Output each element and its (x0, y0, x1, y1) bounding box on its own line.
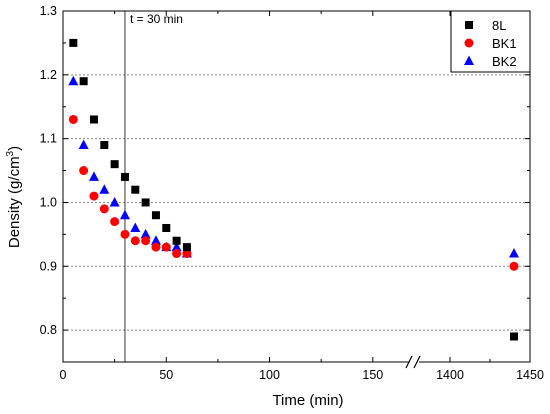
data-point-8l (89, 115, 98, 124)
data-point-bk2 (109, 196, 120, 207)
axis-break-slash (413, 355, 421, 369)
axis-ticks: 0.8 0.9 1.0 1.1 1.2 1.3 0 50 100 150 1400 1450 (40, 4, 544, 382)
data-point-8l (100, 141, 109, 150)
legend-label-bk2: BK2 (492, 54, 517, 69)
y-tick-label: 1.3 (40, 4, 57, 18)
data-point-bk2 (88, 171, 99, 181)
data-point-bk1 (151, 242, 161, 252)
y-tick-label: 1.2 (40, 68, 57, 82)
legend-marker-8l (465, 21, 473, 29)
y-tick-label: 1.1 (40, 132, 57, 146)
legend-label-bk1: BK1 (492, 36, 517, 51)
data-point-bk1 (110, 217, 120, 227)
plot-marks (68, 38, 519, 341)
data-point-bk1 (68, 114, 78, 124)
data-point-8l (172, 236, 181, 245)
data-point-bk2 (119, 209, 130, 220)
data-point-bk2 (140, 228, 151, 239)
y-tick-label: 0.9 (40, 259, 57, 273)
data-point-bk2 (130, 222, 141, 232)
x-tick-label: 0 (60, 368, 67, 382)
x-tick-label: 1400 (436, 368, 464, 382)
data-point-8l (110, 160, 119, 169)
x-tick-label: 100 (259, 368, 280, 382)
x-axis-title: Time (min) (272, 392, 343, 409)
data-point-8l (151, 211, 160, 220)
data-point-bk2 (150, 235, 161, 245)
data-point-bk1 (172, 249, 182, 259)
data-point-bk1 (141, 236, 151, 246)
data-point-bk1 (509, 261, 519, 271)
data-point-bk1 (79, 166, 89, 176)
data-point-8l (182, 243, 191, 252)
legend-marker-bk1 (464, 38, 474, 48)
data-point-bk2 (509, 248, 519, 258)
y-tick-label: 1.0 (40, 195, 57, 209)
data-point-bk1 (130, 236, 140, 246)
data-point-8l (162, 223, 171, 232)
data-point-bk1 (89, 191, 99, 201)
legend: 8L BK1 BK2 (450, 10, 531, 73)
x-tick-label: 150 (362, 368, 383, 382)
legend-marker-bk2 (464, 55, 474, 65)
data-point-8l (69, 38, 78, 47)
data-point-bk2 (171, 241, 182, 252)
data-point-bk1 (161, 242, 171, 252)
data-point-8l (141, 198, 150, 207)
data-point-bk2 (68, 75, 79, 86)
x-tick-label: 50 (159, 368, 173, 382)
axis-break (405, 354, 421, 370)
data-point-8l (120, 172, 129, 181)
data-point-8l (79, 77, 88, 86)
axis-break-gap (409, 354, 419, 370)
legend-box (450, 10, 531, 73)
data-point-8l (510, 332, 518, 341)
plot-frame (62, 10, 531, 363)
data-point-bk1 (182, 249, 192, 259)
y-tick-label: 0.8 (40, 323, 57, 337)
x-tick-label: 1450 (516, 368, 544, 382)
legend-label-8l: 8L (492, 18, 506, 33)
data-point-bk1 (99, 204, 109, 214)
axis-break-slash (405, 355, 413, 369)
annotation-text: t = 30 min (130, 12, 183, 26)
data-point-bk1 (120, 229, 130, 239)
y-axis-title: Density (g/cm3) (5, 146, 23, 248)
gridlines (63, 74, 530, 331)
data-point-bk2 (78, 139, 89, 150)
data-point-8l (131, 185, 140, 194)
data-point-bk2 (99, 184, 110, 194)
